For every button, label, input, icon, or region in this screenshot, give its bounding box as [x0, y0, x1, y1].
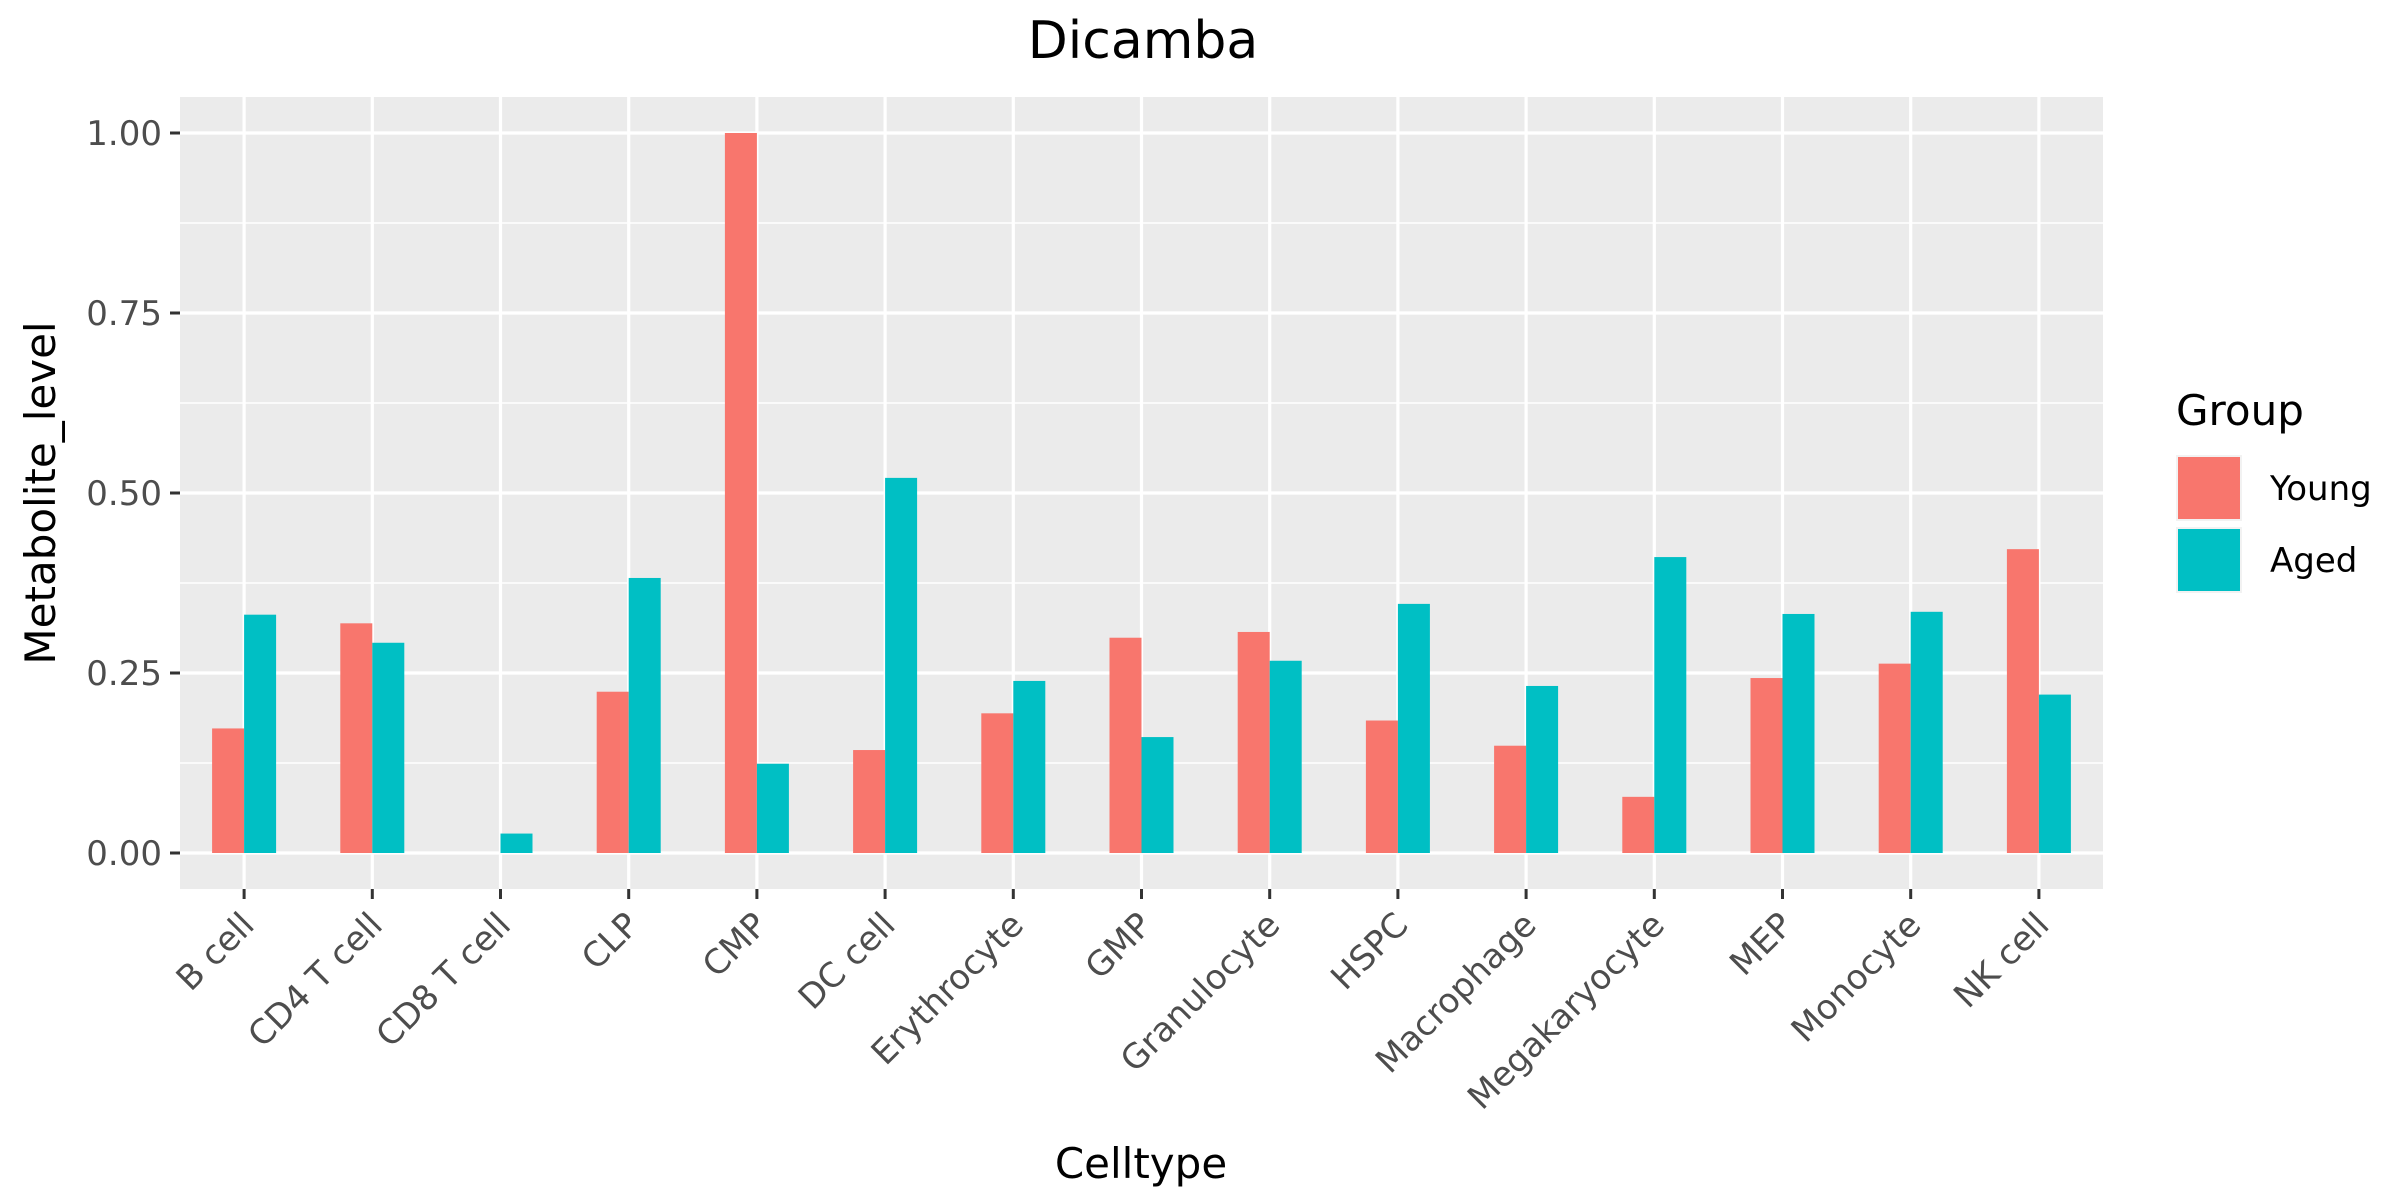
- bar-aged-granulocyte: [1269, 660, 1302, 853]
- y-axis-title: Metabolite_level: [16, 321, 65, 664]
- bar-aged-dc-cell: [885, 477, 918, 853]
- bar-young-monocyte: [1878, 663, 1911, 853]
- legend: Group Young Aged: [2176, 386, 2372, 593]
- y-tick-label: 0.75: [86, 294, 162, 334]
- legend-label-young: Young: [2269, 469, 2372, 509]
- bar-aged-hspc: [1397, 603, 1430, 853]
- x-tick-label: GMP: [1078, 905, 1160, 987]
- bar-young-hspc: [1365, 720, 1398, 853]
- bar-aged-clp: [628, 577, 661, 853]
- x-tick-label: HSPC: [1323, 905, 1416, 998]
- bar-aged-erythrocyte: [1013, 680, 1046, 853]
- bar-young-gmp: [1109, 637, 1142, 853]
- y-tick-label: 0.25: [86, 654, 162, 694]
- bar-young-dc-cell: [853, 750, 886, 853]
- x-tick-label: B cell: [169, 905, 263, 999]
- bar-young-nk-cell: [2006, 549, 2039, 853]
- x-tick-label: CLP: [574, 905, 647, 978]
- bar-aged-megakaryocyte: [1654, 557, 1687, 853]
- bar-aged-gmp: [1141, 737, 1174, 853]
- bar-aged-nk-cell: [2038, 694, 2071, 853]
- bars-layer: [212, 133, 2071, 853]
- legend-title: Group: [2176, 386, 2304, 435]
- bar-young-mep: [1750, 678, 1783, 853]
- x-tick-label: CD8 T cell: [369, 905, 519, 1055]
- bar-aged-mep: [1782, 613, 1815, 853]
- x-tick-label: Monocyte: [1784, 905, 1929, 1050]
- y-tick-label: 1.00: [86, 114, 162, 154]
- bar-young-cd4-t-cell: [340, 623, 373, 853]
- bar-young-b-cell: [212, 728, 245, 853]
- bar-young-macrophage: [1494, 745, 1527, 853]
- bar-young-megakaryocyte: [1622, 796, 1655, 853]
- x-tick-label: CMP: [695, 905, 775, 985]
- bar-aged-b-cell: [244, 614, 277, 853]
- bar-aged-cmp: [756, 763, 789, 853]
- x-axis-title: Celltype: [1055, 1139, 1227, 1188]
- legend-key-aged: [2178, 529, 2240, 591]
- bar-aged-monocyte: [1910, 611, 1943, 853]
- bar-young-erythrocyte: [981, 713, 1014, 853]
- y-tick-label: 0.50: [86, 474, 162, 514]
- x-tick-label: DC cell: [791, 905, 904, 1018]
- legend-label-aged: Aged: [2270, 541, 2357, 581]
- x-tick-label: NK cell: [1946, 905, 2057, 1016]
- bar-aged-macrophage: [1526, 685, 1559, 853]
- y-tick-label: 0.00: [86, 834, 162, 874]
- bar-young-clp: [596, 691, 629, 853]
- x-tick-label: MEP: [1722, 905, 1801, 984]
- bar-young-granulocyte: [1237, 631, 1270, 853]
- bar-aged-cd4-t-cell: [372, 642, 405, 853]
- x-tick-label: CD4 T cell: [240, 905, 390, 1055]
- legend-key-young: [2178, 457, 2240, 519]
- bar-aged-cd8-t-cell: [500, 833, 533, 853]
- chart-title: Dicamba: [1028, 11, 1258, 71]
- bar-young-cmp: [724, 133, 757, 853]
